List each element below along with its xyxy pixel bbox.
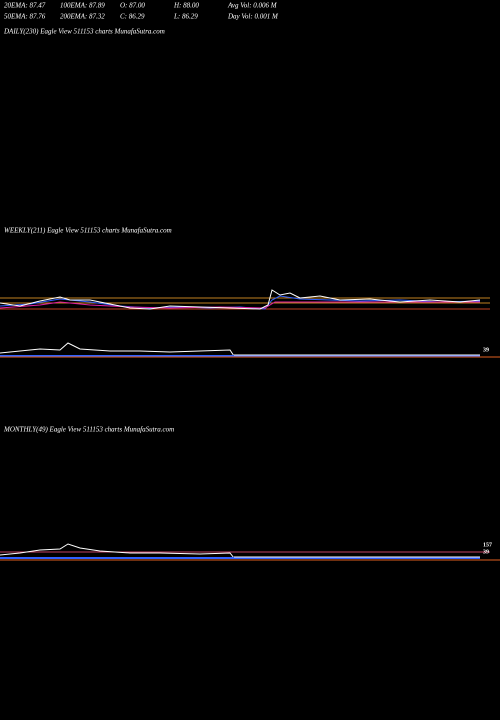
stat: 50EMA: 87.76 [4, 13, 46, 21]
stat: C: 86.29 [120, 13, 145, 21]
panel-label: DAILY(230) Eagle View 511153 charts Muna… [3, 28, 165, 36]
stat: 200EMA: 87.32 [60, 13, 105, 21]
panel-label: WEEKLY(211) Eagle View 511153 charts Mun… [4, 227, 172, 235]
weekly-volume [0, 342, 500, 358]
stat: Day Vol: 0.001 M [227, 13, 279, 21]
stat: O: 87.00 [120, 2, 145, 10]
stat: 20EMA: 87.47 [4, 2, 46, 10]
monthly-volume [0, 543, 500, 561]
stat: H: 88.00 [173, 2, 199, 10]
value-tag: 39 [483, 347, 489, 353]
weekly-price [0, 289, 490, 310]
stat: L: 86.29 [173, 13, 198, 21]
panel-label: MONTHLY(49) Eagle View 511153 charts Mun… [3, 426, 174, 434]
value-tag: 39 [483, 549, 489, 555]
stat: Avg Vol: 0.006 M [227, 2, 278, 10]
stat: 100EMA: 87.89 [60, 2, 105, 10]
value-tag: 157 [483, 542, 492, 548]
